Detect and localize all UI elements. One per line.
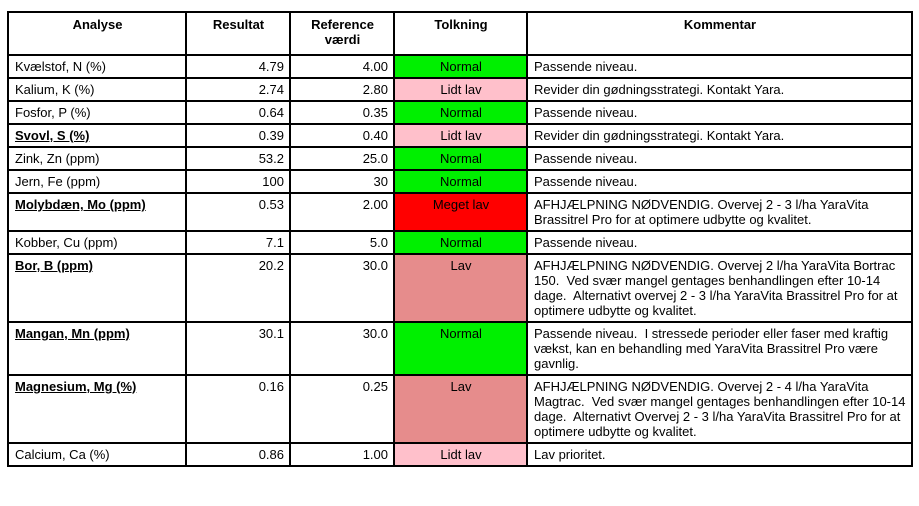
table-row: Jern, Fe (ppm) 100 30 Normal Passende ni… (7, 169, 913, 194)
comment-text: AFHJÆLPNING NØDVENDIG. Overvej 2 - 3 l/h… (526, 192, 913, 232)
table-row: Magnesium, Mg (%) 0.16 0.25 Lav AFHJÆLPN… (7, 374, 913, 444)
reference-value: 0.35 (289, 100, 395, 125)
table-row: Fosfor, P (%) 0.64 0.35 Normal Passende … (7, 100, 913, 125)
interpretation-badge: Lav (393, 253, 528, 323)
reference-value: 1.00 (289, 442, 395, 467)
table-row: Bor, B (ppm) 20.2 30.0 Lav AFHJÆLPNING N… (7, 253, 913, 323)
reference-value: 0.25 (289, 374, 395, 444)
table-row: Molybdæn, Mo (ppm) 0.53 2.00 Meget lav A… (7, 192, 913, 232)
analyte-name: Kvælstof, N (%) (7, 54, 187, 79)
result-value: 53.2 (185, 146, 291, 171)
result-value: 100 (185, 169, 291, 194)
analyte-name: Zink, Zn (ppm) (7, 146, 187, 171)
comment-text: AFHJÆLPNING NØDVENDIG. Overvej 2 l/ha Ya… (526, 253, 913, 323)
analyte-name: Kalium, K (%) (7, 77, 187, 102)
interpretation-badge: Normal (393, 54, 528, 79)
analyte-name: Bor, B (ppm) (7, 253, 187, 323)
analyte-name: Calcium, Ca (%) (7, 442, 187, 467)
interpretation-badge: Lidt lav (393, 123, 528, 148)
comment-text: Revider din gødningsstrategi. Kontakt Ya… (526, 77, 913, 102)
interpretation-badge: Meget lav (393, 192, 528, 232)
analyte-name: Kobber, Cu (ppm) (7, 230, 187, 255)
analyte-name: Magnesium, Mg (%) (7, 374, 187, 444)
reference-value: 2.00 (289, 192, 395, 232)
result-value: 30.1 (185, 321, 291, 376)
table-row: Zink, Zn (ppm) 53.2 25.0 Normal Passende… (7, 146, 913, 171)
interpretation-badge: Normal (393, 100, 528, 125)
comment-text: AFHJÆLPNING NØDVENDIG. Overvej 2 - 4 l/h… (526, 374, 913, 444)
result-value: 0.39 (185, 123, 291, 148)
comment-text: Passende niveau. I stressede perioder el… (526, 321, 913, 376)
interpretation-badge: Normal (393, 230, 528, 255)
result-value: 0.86 (185, 442, 291, 467)
reference-value: 2.80 (289, 77, 395, 102)
column-header-reference: Reference værdi (289, 11, 395, 56)
comment-text: Passende niveau. (526, 54, 913, 79)
column-header-kommentar: Kommentar (526, 11, 913, 56)
result-value: 7.1 (185, 230, 291, 255)
interpretation-badge: Normal (393, 146, 528, 171)
analysis-table: Analyse Resultat Reference værdi Tolknin… (7, 11, 913, 467)
column-header-resultat: Resultat (185, 11, 291, 56)
interpretation-badge: Lav (393, 374, 528, 444)
reference-value: 30.0 (289, 321, 395, 376)
table-row: Kalium, K (%) 2.74 2.80 Lidt lav Revider… (7, 77, 913, 102)
reference-value: 30 (289, 169, 395, 194)
comment-text: Revider din gødningsstrategi. Kontakt Ya… (526, 123, 913, 148)
result-value: 20.2 (185, 253, 291, 323)
result-value: 0.64 (185, 100, 291, 125)
comment-text: Passende niveau. (526, 230, 913, 255)
table-row: Svovl, S (%) 0.39 0.40 Lidt lav Revider … (7, 123, 913, 148)
reference-value: 4.00 (289, 54, 395, 79)
analyte-name: Molybdæn, Mo (ppm) (7, 192, 187, 232)
reference-value: 5.0 (289, 230, 395, 255)
interpretation-badge: Lidt lav (393, 77, 528, 102)
analyte-name: Fosfor, P (%) (7, 100, 187, 125)
table-row: Kvælstof, N (%) 4.79 4.00 Normal Passend… (7, 54, 913, 79)
result-value: 0.53 (185, 192, 291, 232)
result-value: 0.16 (185, 374, 291, 444)
comment-text: Passende niveau. (526, 100, 913, 125)
analyte-name: Mangan, Mn (ppm) (7, 321, 187, 376)
table-row: Mangan, Mn (ppm) 30.1 30.0 Normal Passen… (7, 321, 913, 376)
interpretation-badge: Normal (393, 169, 528, 194)
interpretation-badge: Lidt lav (393, 442, 528, 467)
result-value: 2.74 (185, 77, 291, 102)
table-row: Calcium, Ca (%) 0.86 1.00 Lidt lav Lav p… (7, 442, 913, 467)
analyte-name: Svovl, S (%) (7, 123, 187, 148)
column-header-analyse: Analyse (7, 11, 187, 56)
comment-text: Passende niveau. (526, 146, 913, 171)
reference-value: 0.40 (289, 123, 395, 148)
analyte-name: Jern, Fe (ppm) (7, 169, 187, 194)
header-row: Analyse Resultat Reference værdi Tolknin… (7, 11, 913, 56)
reference-value: 25.0 (289, 146, 395, 171)
comment-text: Lav prioritet. (526, 442, 913, 467)
result-value: 4.79 (185, 54, 291, 79)
reference-value: 30.0 (289, 253, 395, 323)
table-row: Kobber, Cu (ppm) 7.1 5.0 Normal Passende… (7, 230, 913, 255)
interpretation-badge: Normal (393, 321, 528, 376)
column-header-tolkning: Tolkning (393, 11, 528, 56)
comment-text: Passende niveau. (526, 169, 913, 194)
